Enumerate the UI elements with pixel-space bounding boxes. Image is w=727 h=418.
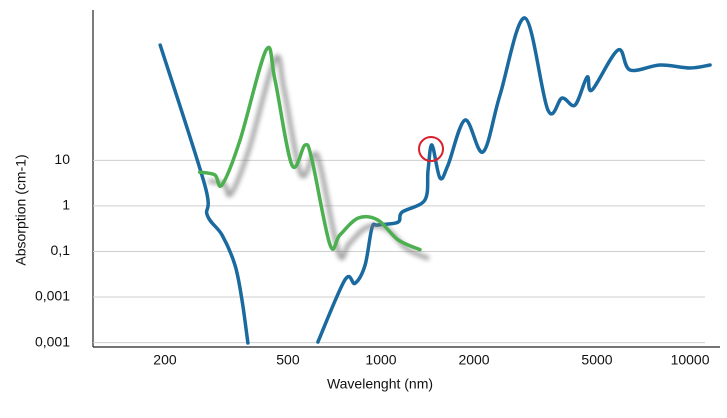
x-tick-label: 2000 [458, 352, 489, 368]
x-tick-label: 5000 [581, 352, 612, 368]
y-tick-label: 10 [54, 151, 70, 167]
x-axis-title: Wavelenght (nm) [327, 376, 433, 392]
y-tick-label: 0,001 [35, 333, 70, 349]
x-tick-label: 500 [276, 352, 300, 368]
plot-area: 10 1 0,1 0,001 0,001 200 500 1000 2000 5000 10000 [35, 16, 712, 368]
y-axis-title: Absorption (cm-1) [13, 154, 29, 265]
x-tick-label: 1000 [365, 352, 396, 368]
y-tick-label: 0,001 [35, 288, 70, 304]
line-shadow [208, 54, 430, 261]
x-tick-label: 200 [153, 352, 177, 368]
data-line [197, 45, 422, 252]
y-tick-label: 0,1 [51, 242, 71, 258]
y-tick-label: 1 [62, 197, 70, 213]
x-tick-label: 10000 [671, 352, 710, 368]
data-line [158, 16, 712, 345]
highlight-circle [418, 136, 444, 162]
